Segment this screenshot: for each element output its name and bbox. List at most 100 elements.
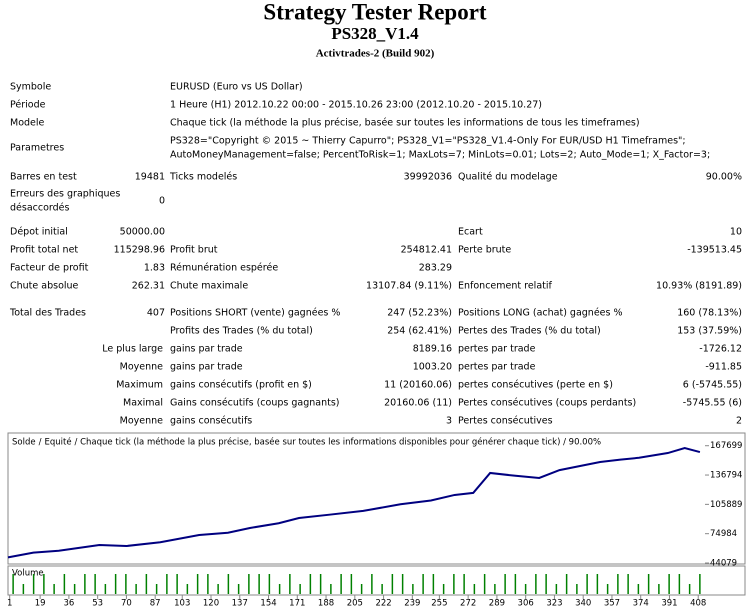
cell-label: Facteur de profit — [10, 263, 89, 274]
cell-value: 8189.16 — [413, 344, 452, 355]
x-tick-label: 306 — [518, 599, 534, 609]
cell-value: -911.85 — [705, 362, 742, 373]
cell-line: Erreurs des graphiques — [10, 189, 120, 200]
cell-value: 50000.00 — [120, 227, 165, 238]
cell-label: Profits des Trades (% du total) — [170, 326, 313, 337]
x-tick-label: 255 — [431, 599, 447, 609]
x-tick-label: 323 — [546, 599, 562, 609]
x-tick-label: 357 — [604, 599, 620, 609]
x-tick-label: 87 — [150, 599, 161, 609]
cell-label: Le plus large — [102, 344, 163, 355]
x-tick-label: 171 — [289, 599, 305, 609]
cell-label: Ticks modelés — [169, 172, 237, 183]
cell-value: 2 — [736, 416, 742, 427]
cell-value: 19481 — [135, 172, 165, 183]
cell-label: Moyenne — [120, 416, 164, 427]
server: Activtrades-2 (Build 902) — [316, 48, 435, 60]
legend-item: / Chaque tick (la méthode la plus précis… — [75, 437, 602, 448]
cell-value: 1003.20 — [413, 362, 452, 373]
cell-value: 20160.06 (11) — [384, 398, 452, 409]
cell-label: Pertes consécutives (coups perdants) — [458, 398, 636, 409]
cell-label: gains par trade — [170, 344, 243, 355]
cell-label: Profit brut — [170, 245, 218, 256]
cell-value: 90.00% — [706, 172, 742, 183]
cell-label: Chute maximale — [170, 281, 248, 292]
cell-label: Gains consécutifs (coups gagnants) — [170, 398, 339, 409]
title: Strategy Tester Report — [263, 0, 486, 24]
cell-value: 254812.41 — [401, 245, 452, 256]
cell-value: 115298.96 — [114, 245, 165, 256]
cell-label: Chute absolue — [10, 281, 79, 292]
cell-value: 1.83 — [144, 263, 165, 274]
cell-line: AutoMoneyManagement=false; PercentToRisk… — [170, 150, 710, 161]
cell-value: 11 (20160.06) — [384, 380, 452, 391]
cell-label: Total des Trades — [9, 308, 86, 319]
y-tick-label: 167699 — [710, 441, 742, 451]
volume-frame — [7, 565, 746, 596]
cell-value: 262.31 — [132, 281, 165, 292]
cell-label: Modele — [10, 118, 45, 129]
x-tick-label: 340 — [575, 599, 591, 609]
cell-label: gains consécutifs — [170, 416, 252, 427]
y-tick-label: 136794 — [710, 471, 742, 481]
volume-label: Volume — [12, 569, 44, 579]
cell-label: Positions LONG (achat) gagnées % — [458, 308, 623, 319]
x-tick-label: 222 — [375, 599, 391, 609]
x-tick-label: 120 — [203, 599, 219, 609]
y-tick-label: 44079 — [710, 559, 737, 569]
cell-label: Dépot initial — [10, 227, 68, 238]
y-tick-label: 105889 — [710, 500, 742, 510]
cell-label: Parametres — [10, 143, 64, 154]
x-tick-label: 205 — [347, 599, 363, 609]
cell-value: 3 — [446, 416, 452, 427]
subtitle: PS328_V1.4 — [331, 24, 419, 43]
cell-label: Moyenne — [120, 362, 164, 373]
x-tick-label: 137 — [232, 599, 248, 609]
cell-label: EURUSD (Euro vs US Dollar) — [170, 82, 303, 93]
cell-label: pertes consécutives (perte en $) — [458, 380, 613, 391]
x-tick-label: 188 — [318, 599, 334, 609]
cell-label: gains consécutifs (profit en $) — [170, 380, 312, 391]
cell-value: 13107.84 (9.11%) — [366, 281, 452, 292]
cell-label: Maximal — [123, 398, 163, 409]
y-tick-label: 74984 — [710, 529, 737, 539]
x-tick-label: 408 — [690, 599, 706, 609]
chart-frame — [7, 432, 746, 565]
cell-value: 10 — [730, 227, 742, 238]
cell-line: PS328="Copyright © 2015 ~ Thierry Capurr… — [170, 136, 686, 147]
cell-label: Symbole — [10, 82, 51, 93]
x-tick-label: 289 — [489, 599, 505, 609]
cell-label: Perte brute — [458, 245, 511, 256]
cell-label: Ecart — [458, 227, 483, 238]
x-tick-label: 272 — [460, 599, 476, 609]
cell-label: Enfoncement relatif — [458, 281, 553, 292]
cell-label: Pertes consécutives — [458, 416, 553, 427]
x-tick-label: 70 — [121, 599, 132, 609]
cell-label: Barres en test — [10, 172, 77, 183]
cell-value: -1726.12 — [699, 344, 742, 355]
cell-value: 254 (62.41%) — [387, 326, 452, 337]
cell-value: 39992036 — [404, 172, 452, 183]
cell-label: Positions SHORT (vente) gagnées % — [170, 308, 340, 319]
cell-value: 247 (52.23%) — [387, 308, 452, 319]
cell-value: 6 (-5745.55) — [683, 380, 742, 391]
x-tick-label: 1 — [7, 599, 12, 609]
x-tick-label: 239 — [404, 599, 420, 609]
cell-label: Qualité du modelage — [458, 172, 558, 183]
cell-value: 0 — [159, 196, 165, 207]
cell-line: désaccordés — [10, 203, 70, 214]
x-tick-label: 154 — [260, 599, 276, 609]
cell-label: gains par trade — [170, 362, 243, 373]
cell-label: Pertes des Trades (% du total) — [458, 326, 601, 337]
x-tick-label: 19 — [35, 599, 46, 609]
cell-label: pertes par trade — [458, 362, 536, 373]
legend-item: / — [39, 438, 42, 448]
legend-item: Solde — [12, 438, 36, 448]
cell-value: 160 (78.13%) — [677, 308, 742, 319]
cell-value: 10.93% (8191.89) — [656, 281, 742, 292]
x-tick-label: 374 — [633, 599, 649, 609]
cell-value: 407 — [147, 308, 165, 319]
cell-value: 283.29 — [419, 263, 452, 274]
cell-label: Période — [10, 100, 46, 111]
